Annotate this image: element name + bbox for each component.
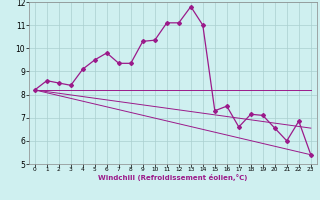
X-axis label: Windchill (Refroidissement éolien,°C): Windchill (Refroidissement éolien,°C) — [98, 174, 247, 181]
